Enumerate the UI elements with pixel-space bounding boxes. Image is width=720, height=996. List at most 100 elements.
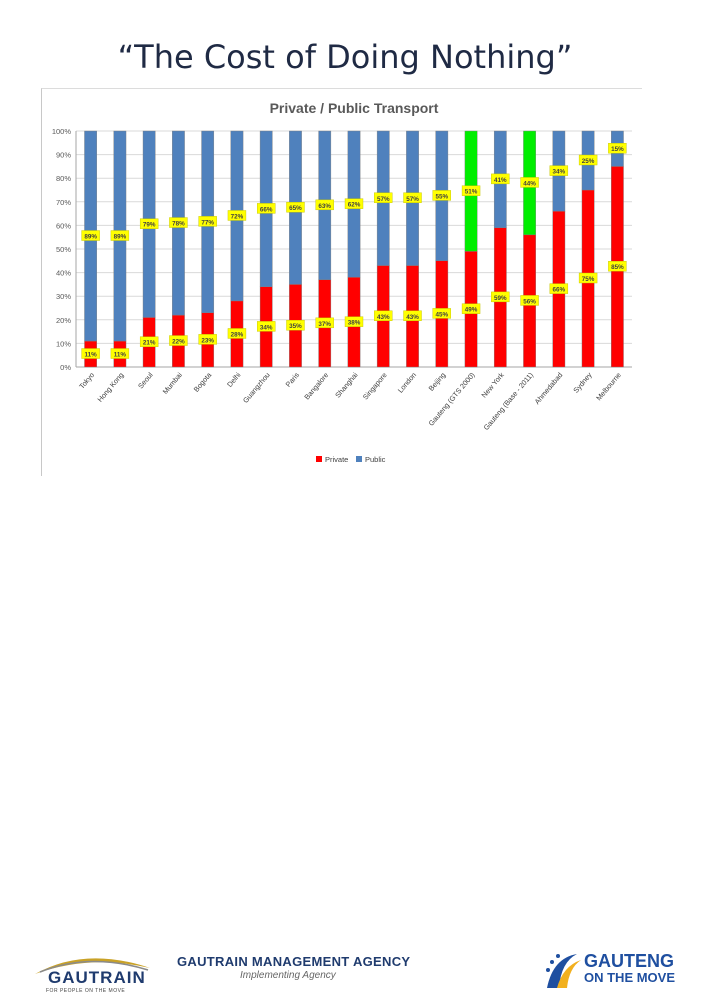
x-category-label: Shanghai xyxy=(333,370,360,399)
data-label-box xyxy=(461,303,481,314)
data-label-public: 51% xyxy=(465,189,478,196)
y-tick-label: 10% xyxy=(56,339,71,348)
agency-name: GAUTRAIN MANAGEMENT AGENCY xyxy=(177,954,411,969)
data-label-private: 56% xyxy=(523,298,536,305)
data-label-box xyxy=(257,321,276,332)
data-label-box xyxy=(286,319,305,331)
data-label-box xyxy=(491,291,510,303)
data-label-private: 43% xyxy=(406,314,419,321)
data-label-box xyxy=(549,283,569,294)
y-tick-label: 80% xyxy=(56,174,71,183)
x-category-label: Hong Kong xyxy=(95,371,125,404)
data-label-box xyxy=(461,185,481,196)
x-category-label: Melbourne xyxy=(594,371,623,403)
data-label-box xyxy=(432,190,451,201)
data-label-private: 22% xyxy=(172,339,185,346)
chart-frame: Private / Public Transport 0% 10% 20% 30% 40%… xyxy=(41,88,642,476)
x-category-label: Guangzhou xyxy=(241,371,272,405)
data-label-private: 23% xyxy=(201,337,214,344)
data-label-box xyxy=(139,336,159,347)
data-label-private: 38% xyxy=(348,320,361,327)
x-category-label: New York xyxy=(479,370,506,399)
y-tick-label: 40% xyxy=(56,269,71,278)
legend-label-private: Private xyxy=(325,455,348,464)
data-label-box xyxy=(520,295,539,306)
data-label-public: 78% xyxy=(172,221,185,228)
y-tick-label: 70% xyxy=(56,198,71,207)
data-label-box xyxy=(432,308,451,319)
x-category-label: Bogota xyxy=(192,370,214,393)
data-label-private: 28% xyxy=(231,331,244,338)
data-label-public: 15% xyxy=(611,146,624,153)
data-label-public: 55% xyxy=(435,193,448,200)
x-category-label: Seoul xyxy=(136,370,155,390)
data-label-public: 62% xyxy=(348,202,361,209)
slide-title: “The Cost of Doing Nothing” xyxy=(117,38,573,76)
data-label-box xyxy=(110,348,130,359)
data-label-public: 25% xyxy=(582,158,595,165)
agency-subtitle: Implementing Agency xyxy=(240,970,336,981)
data-label-box xyxy=(198,334,217,345)
data-label-box xyxy=(608,143,627,154)
data-label-public: 57% xyxy=(377,196,390,203)
x-category-label: Beijing xyxy=(427,370,448,392)
data-label-box xyxy=(315,199,334,211)
data-label-public: 72% xyxy=(231,213,244,220)
x-category-label: Mumbai xyxy=(161,370,185,396)
data-label-box xyxy=(374,310,393,321)
data-label-private: 45% xyxy=(435,311,448,318)
x-category-label: Gauteng (Base - 2011) xyxy=(482,371,536,432)
stacked-bar-chart: Private / Public Transport 0% 10% 20% 30% 40%… xyxy=(52,100,632,464)
data-label-box xyxy=(139,218,159,229)
x-category-label: Delhi xyxy=(225,370,243,389)
data-label-private: 49% xyxy=(465,307,478,314)
data-label-public: 41% xyxy=(494,177,507,184)
gauteng-logo-text: GAUTENG xyxy=(584,951,674,971)
data-label-box xyxy=(198,216,217,227)
data-label-private: 43% xyxy=(377,314,390,321)
data-label-public: 79% xyxy=(143,222,156,229)
data-label-private: 11% xyxy=(84,352,97,359)
y-tick-label: 0% xyxy=(60,363,71,372)
x-category-label: Bangalore xyxy=(302,371,330,402)
data-label-private: 37% xyxy=(318,321,331,328)
data-label-private: 59% xyxy=(494,295,507,302)
data-label-box xyxy=(491,173,510,185)
data-label-public: 66% xyxy=(260,206,273,213)
legend-label-public: Public xyxy=(365,455,386,464)
data-label-box xyxy=(374,192,393,203)
y-tick-label: 60% xyxy=(56,221,71,230)
data-label-public: 63% xyxy=(318,203,331,210)
x-category-label: Paris xyxy=(284,370,302,389)
y-tick-label: 50% xyxy=(56,245,71,254)
data-label-private: 35% xyxy=(289,323,302,330)
data-label-box xyxy=(403,310,422,321)
data-label-public: 44% xyxy=(523,180,536,187)
gautrain-tagline: FOR PEOPLE ON THE MOVE xyxy=(46,988,126,994)
data-label-public: 34% xyxy=(553,169,566,176)
x-category-label: Tokyo xyxy=(77,371,96,391)
data-label-box xyxy=(169,217,188,228)
data-label-public: 77% xyxy=(201,219,214,226)
data-label-box xyxy=(227,328,247,339)
x-category-label: Sydney xyxy=(571,370,594,394)
y-tick-label: 30% xyxy=(56,292,71,301)
data-label-box xyxy=(578,154,598,166)
data-label-box xyxy=(608,260,627,272)
data-label-private: 21% xyxy=(143,340,156,347)
y-tick-label: 20% xyxy=(56,316,71,325)
data-label-box xyxy=(169,335,188,346)
data-label-box xyxy=(81,230,100,241)
chart-title: Private / Public Transport xyxy=(270,100,439,116)
gauteng-logo-subtitle: ON THE MOVE xyxy=(584,970,676,985)
data-label-public: 57% xyxy=(406,196,419,203)
x-category-label: Ahmedabad xyxy=(533,371,565,406)
data-label-box xyxy=(520,177,539,188)
data-label-box xyxy=(227,210,247,221)
data-label-box xyxy=(549,165,569,176)
data-label-box xyxy=(286,201,305,213)
gautrain-logo-text: GAUTRAIN xyxy=(48,968,146,987)
data-label-box xyxy=(81,348,100,359)
x-category-label: London xyxy=(396,370,418,394)
data-label-private: 66% xyxy=(553,287,566,294)
